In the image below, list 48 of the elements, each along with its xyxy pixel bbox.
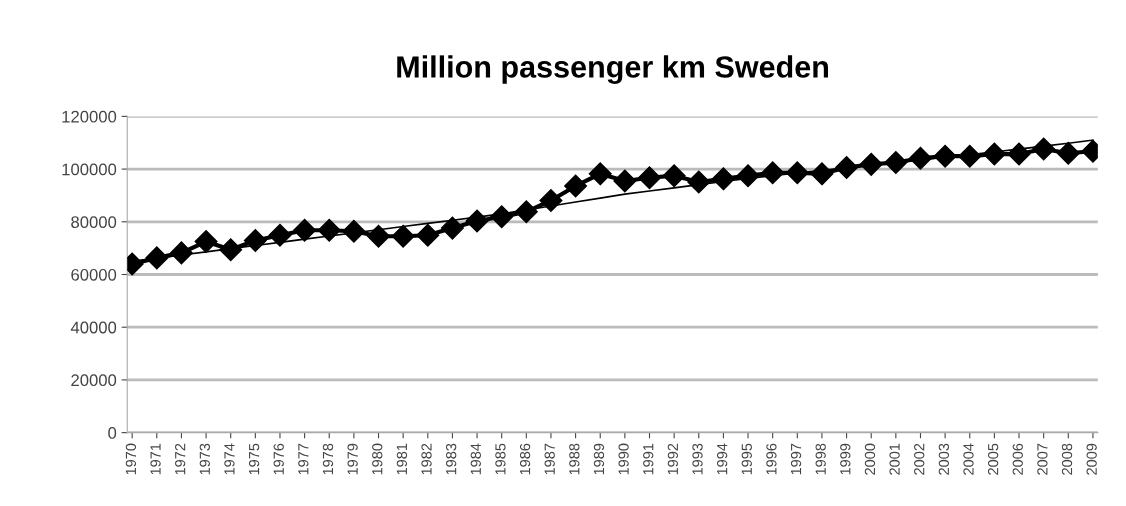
x-tick-label: 1997 <box>790 443 802 475</box>
x-tick-label: 1970 <box>125 443 137 475</box>
x-tick-label: 1971 <box>150 443 161 475</box>
x-tick-label: 2002 <box>914 443 925 475</box>
x-tick-label: 1972 <box>175 443 186 475</box>
x-tick-label: 1996 <box>766 443 777 475</box>
x-tick-label: 1991 <box>643 443 654 475</box>
x-tick-label: 1976 <box>273 443 284 475</box>
x-tick-label: 2005 <box>987 443 999 475</box>
y-tick-label: 80000 <box>71 216 117 228</box>
x-tick-label: 1982 <box>421 443 432 475</box>
y-tick-label: 60000 <box>71 268 117 281</box>
x-tick-label: 1977 <box>298 443 309 475</box>
y-tick-label: 20000 <box>71 374 117 387</box>
x-tick-label: 1993 <box>692 443 703 475</box>
x-tick-label: 1995 <box>741 443 752 475</box>
x-tick-label: 2007 <box>1037 443 1048 475</box>
x-tick-label: 1980 <box>372 443 383 475</box>
x-tick-label: 1981 <box>396 443 408 475</box>
x-tick-label: 2003 <box>938 443 950 475</box>
y-tick-label: 120000 <box>62 110 117 123</box>
x-tick-label: 2006 <box>1012 443 1023 475</box>
x-tick-label: 1989 <box>593 443 605 475</box>
x-tick-label: 2000 <box>864 443 876 475</box>
x-tick-label: 2009 <box>1086 443 1097 475</box>
y-tick-label: 100000 <box>62 163 117 176</box>
x-tick-label: 1986 <box>519 443 531 475</box>
x-tick-label: 1990 <box>618 443 629 475</box>
x-tick-label: 1978 <box>322 443 334 475</box>
x-tick-label: 1973 <box>199 443 210 475</box>
x-tick-label: 1979 <box>347 443 358 475</box>
x-tick-label: 1992 <box>667 443 679 475</box>
x-tick-label: 1974 <box>224 443 235 475</box>
x-tick-label: 1983 <box>446 443 457 475</box>
x-tick-label: 1988 <box>569 443 580 475</box>
x-tick-label: 1975 <box>248 443 260 475</box>
x-tick-label: 1987 <box>544 443 555 475</box>
x-tick-label: 2008 <box>1061 443 1073 475</box>
y-tick-label: 40000 <box>70 321 117 334</box>
y-tick-label: 0 <box>108 427 117 439</box>
chart-title: Million passenger km Sweden <box>397 55 829 84</box>
x-tick-label: 2004 <box>963 443 974 475</box>
x-tick-label: 1984 <box>470 443 481 475</box>
x-tick-label: 1985 <box>495 443 506 475</box>
x-tick-label: 1994 <box>716 443 728 475</box>
x-tick-label: 1999 <box>840 443 851 475</box>
x-tick-label: 2001 <box>889 443 900 475</box>
x-tick-label: 1998 <box>815 443 826 475</box>
